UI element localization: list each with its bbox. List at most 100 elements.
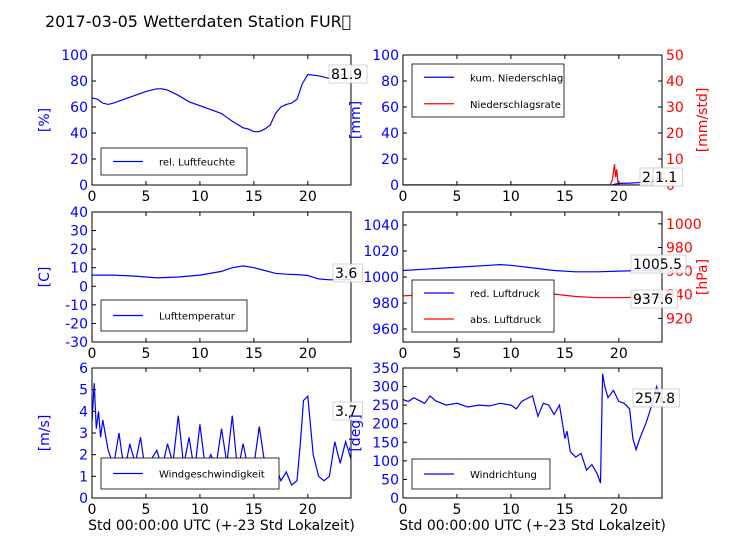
y-tick-label: 80 [381,74,399,90]
annotation-box [328,64,368,84]
y-tick-label: 60 [70,100,88,116]
x-tick-label: 15 [245,189,263,205]
y-tick-label: 0 [390,178,399,194]
y-tick-label: 5 [79,383,88,399]
y-tick-label: 100 [372,48,399,64]
y2-axis-label: [mm/std] [695,88,711,153]
y-axis-label: [%] [37,108,53,132]
x-tick-label: 5 [452,346,461,362]
y2-tick-label: 40 [666,74,684,90]
x-axis-label: Std 00:00:00 UTC (+-23 Std Lokalzeit) [88,518,355,534]
y-tick-label: 100 [372,454,399,470]
annotation-value: 81.9 [331,67,362,83]
x-tick-label: 10 [502,189,520,205]
y-tick-label: 6 [79,361,88,377]
x-tick-label: 10 [191,346,209,362]
y2-tick-label: 30 [666,100,684,116]
figure-title: 2017-03-05 Wetterdaten Station FUR  [45,12,351,31]
x-tick-label: 15 [245,346,263,362]
y-tick-label: 980 [372,296,399,312]
panel-3: 0 5 10 15 20 -30 -20 -10 0 10 20 30 40 [C] Lufttempera… [37,205,363,362]
x-tick-label: 15 [556,502,574,518]
y2-tick-label: 920 [666,311,693,327]
series-line-1 [403,373,662,484]
annotation-box [332,401,363,421]
annotation-value: 3.7 [335,404,357,420]
annotation-box [332,263,363,283]
legend: red. Luftdruck abs. Luftdruck [411,279,555,333]
legend-box [411,279,555,333]
legend: kum. Niederschlag Niederschlagsrate [411,63,565,118]
y-tick-label: 350 [372,361,399,377]
y-tick-label: 1020 [363,244,399,260]
legend: Windgeschwindigkeit [100,457,280,490]
series-line-1 [92,73,351,133]
y-tick-label: 40 [70,126,88,142]
y-tick-label: 1000 [363,270,399,286]
legend-label: rel. Luftfeuchte [159,158,235,169]
y-axis-label: [C] [37,267,53,288]
x-tick-label: 5 [452,502,461,518]
annotation-value: 937.6 [633,292,673,308]
y-tick-label: 4 [79,404,88,420]
y-tick-label: 0 [390,491,399,507]
panel-2: 05101520020406080100[mm]01020304050[mm/s… [348,48,711,205]
y-tick-label: 10 [70,261,88,277]
legend-label: Windgeschwindigkeit [159,470,265,481]
axes-frame [402,54,663,186]
x-tick-label: 0 [399,502,408,518]
x-tick-label: 20 [610,189,628,205]
legend-label: Windrichtung [470,470,537,481]
y-tick-label: 30 [70,224,88,240]
y-tick-label: -10 [65,298,88,314]
x-tick-label: 5 [452,189,461,205]
x-tick-label: 15 [245,502,263,518]
axes-frame [91,54,352,186]
y-axis-label: [deg] [348,414,364,451]
y-tick-label: 300 [372,380,399,396]
series-line-1 [403,263,662,273]
legend-label: abs. Luftdruck [470,315,541,326]
y2-tick-label: 980 [666,240,693,256]
y2-tick-label: 20 [666,126,684,142]
x-tick-label: 20 [610,502,628,518]
y-axis-label: [mm] [348,101,364,139]
y-tick-label: 100 [61,48,88,64]
x-tick-label: 10 [191,502,209,518]
y2-tick-label: 1000 [666,217,702,233]
y-tick-label: 200 [372,417,399,433]
axes-frame [402,367,663,499]
x-tick-label: 20 [299,189,317,205]
y-tick-label: 3 [79,426,88,442]
legend-label: Niederschlagsrate [470,100,561,111]
x-tick-label: 0 [399,189,408,205]
y-tick-label: 0 [79,279,88,295]
legend-box [411,63,565,118]
x-tick-label: 0 [88,189,97,205]
x-tick-label: 5 [141,189,150,205]
y-tick-label: 960 [372,322,399,338]
x-axis-label: Std 00:00:00 UTC (+-23 Std Lokalzeit) [399,518,666,534]
y-axis-label: [m/s] [37,415,53,452]
x-tick-label: 0 [88,502,97,518]
x-tick-label: 15 [556,346,574,362]
legend: Lufttemperatur [100,299,248,332]
panel-5: 0 5 10 15 20 0 1 2 3 4 5 6 [m/s] Std 00:00:00 UTC (+-… [37,361,363,534]
x-tick-label: 15 [556,189,574,205]
y-tick-label: -20 [65,316,88,332]
y-tick-label: 1 [79,469,88,485]
y-tick-label: 0 [79,491,88,507]
panel-4: 0510152096098010001020104092094096098010… [363,211,711,362]
x-tick-label: 10 [502,346,520,362]
legend-label: red. Luftdruck [470,289,540,300]
x-tick-label: 20 [610,346,628,362]
x-tick-label: 20 [299,346,317,362]
y-tick-label: 0 [79,178,88,194]
annotation-box [630,289,678,309]
y-tick-label: 20 [381,152,399,168]
annotation-value: 3.6 [335,266,357,282]
legend-label: kum. Niederschlag [470,73,563,84]
